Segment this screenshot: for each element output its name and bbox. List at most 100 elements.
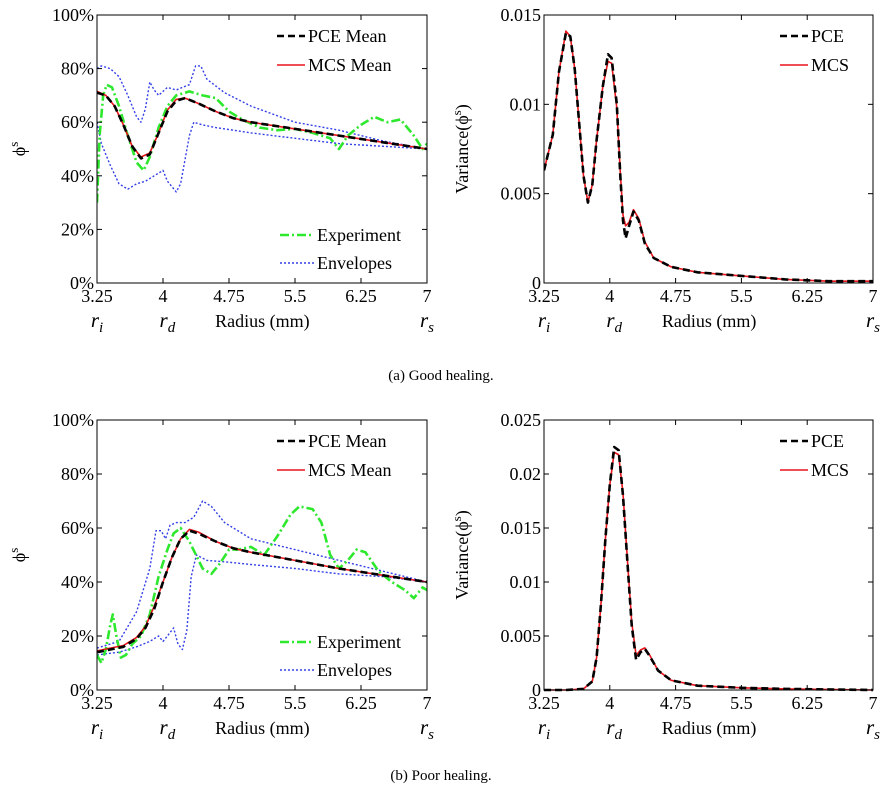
- series-line-pce-mean: [97, 91, 427, 160]
- chart-good-healing-mean: 3.25 4 4.75 5.5 6.25 7 0% 20% 40% 60% 80% 100% ri rd r…: [6, 5, 434, 336]
- y-tick-label: 60%: [61, 112, 94, 132]
- y-tick-label: 0: [532, 680, 541, 700]
- y-tick-label: 100%: [52, 410, 94, 430]
- radius-mark-ri: ri: [91, 308, 103, 336]
- x-tick-label: 4: [605, 693, 614, 713]
- x-tick-label: 6.25: [791, 693, 823, 713]
- legend-label: PCE Mean: [308, 431, 387, 451]
- axes-frame: [543, 14, 874, 284]
- radius-mark-rs: rs: [420, 715, 434, 743]
- y-tick-label: 0%: [70, 273, 94, 293]
- chart-poor-healing-mean: 3.25 4 4.75 5.5 6.25 7 0% 20% 40% 60% 80% 100% ri rd r…: [6, 410, 434, 743]
- y-tick-label: 40%: [61, 572, 94, 592]
- legend-label: PCE Mean: [308, 26, 387, 46]
- y-axis-label: Variance(ϕs): [449, 510, 473, 600]
- axes-frame: [96, 14, 428, 284]
- y-tick-label: 0: [532, 273, 541, 293]
- series-group: [97, 500, 427, 665]
- x-tick-label: 3.25: [528, 693, 560, 713]
- radius-mark-rd: rd: [606, 308, 622, 336]
- x-tick-label: 4.75: [660, 286, 692, 306]
- y-tick-label: 0.015: [501, 518, 542, 538]
- legend-label: Experiment: [317, 225, 401, 245]
- x-tick-label: 7: [423, 693, 432, 713]
- series-line-pce-mean: [97, 529, 427, 654]
- series-line-envelopes: [97, 554, 427, 656]
- y-tick-label: 0.025: [501, 410, 542, 430]
- x-tick-label: 3.25: [81, 693, 113, 713]
- y-tick-label: 0.02: [510, 464, 542, 484]
- x-tick-label: 7: [869, 693, 878, 713]
- x-tick-label: 3.25: [81, 286, 113, 306]
- legend-label: Experiment: [317, 632, 401, 652]
- series-group: [97, 65, 427, 203]
- series-line-pce: [544, 31, 873, 283]
- series-line-experiment: [97, 83, 427, 203]
- x-tick-label: 5.5: [730, 693, 753, 713]
- radius-mark-rd: rd: [160, 308, 176, 336]
- x-tick-label: 4.75: [660, 693, 692, 713]
- x-tick-label: 4: [605, 286, 614, 306]
- y-tick-label: 0.015: [501, 5, 542, 25]
- x-tick-label: 6.25: [345, 693, 377, 713]
- x-axis-label: Radius (mm): [662, 311, 757, 332]
- x-tick-label: 4.75: [213, 286, 245, 306]
- x-tick-label: 5.5: [284, 286, 307, 306]
- y-axis-label: ϕs: [6, 142, 29, 157]
- radius-mark-rs: rs: [866, 715, 880, 743]
- y-tick-label: 0.005: [501, 626, 542, 646]
- series-line-envelopes: [97, 65, 427, 150]
- y-axis-label: ϕs: [6, 548, 29, 563]
- legend-label: MCS: [811, 460, 849, 480]
- chart-poor-healing-variance: 3.25 4 4.75 5.5 6.25 7 0 0.005 0.01 0.015 0.02 0.02…: [449, 410, 880, 743]
- y-tick-label: 80%: [61, 464, 94, 484]
- legend-label: MCS: [811, 55, 849, 75]
- radius-mark-rs: rs: [420, 308, 434, 336]
- radius-mark-rs: rs: [866, 308, 880, 336]
- axes-frame: [543, 419, 874, 691]
- x-tick-label: 4: [159, 286, 168, 306]
- x-tick-label: 5.5: [730, 286, 753, 306]
- legend-label: MCS Mean: [308, 55, 392, 75]
- x-axis-label: Radius (mm): [662, 718, 757, 739]
- x-tick-label: 4: [159, 693, 168, 713]
- x-tick-label: 6.25: [791, 286, 823, 306]
- x-tick-label: 7: [869, 286, 878, 306]
- radius-mark-rd: rd: [606, 715, 622, 743]
- legend-label: Envelopes: [317, 660, 392, 680]
- x-tick-label: 7: [423, 286, 432, 306]
- x-tick-label: 4.75: [213, 693, 245, 713]
- y-tick-label: 40%: [61, 166, 94, 186]
- y-tick-label: 0%: [70, 680, 94, 700]
- y-tick-label: 0.01: [510, 94, 542, 114]
- x-axis-label: Radius (mm): [215, 311, 310, 332]
- series-line-envelopes: [97, 121, 427, 193]
- y-tick-label: 80%: [61, 59, 94, 79]
- y-tick-label: 100%: [52, 5, 94, 25]
- chart-good-healing-variance: 3.25 4 4.75 5.5 6.25 7 0 0.005 0.01 0.015 ri rd rs Ra…: [449, 5, 880, 336]
- caption-good-healing: (a) Good healing.: [388, 368, 493, 384]
- caption-poor-healing: (b) Poor healing.: [390, 768, 491, 784]
- series-line-pce: [544, 445, 873, 692]
- x-tick-label: 6.25: [345, 286, 377, 306]
- radius-mark-ri: ri: [538, 308, 550, 336]
- y-tick-label: 0.01: [510, 572, 542, 592]
- legend-label: MCS Mean: [308, 460, 392, 480]
- series-line-envelopes: [97, 500, 427, 649]
- radius-mark-ri: ri: [91, 715, 103, 743]
- legend-label: Envelopes: [317, 253, 392, 273]
- x-tick-label: 5.5: [284, 693, 307, 713]
- x-tick-label: 3.25: [528, 286, 560, 306]
- legend-label: PCE: [811, 26, 844, 46]
- radius-mark-rd: rd: [160, 715, 176, 743]
- legend-label: PCE: [811, 431, 844, 451]
- y-tick-label: 0.005: [501, 184, 542, 204]
- x-axis-label: Radius (mm): [215, 718, 310, 739]
- radius-mark-ri: ri: [538, 715, 550, 743]
- series-line-experiment: [97, 505, 427, 665]
- y-tick-label: 60%: [61, 518, 94, 538]
- series-line-mcs: [544, 451, 873, 691]
- series-group: [544, 30, 873, 283]
- y-tick-label: 20%: [61, 219, 94, 239]
